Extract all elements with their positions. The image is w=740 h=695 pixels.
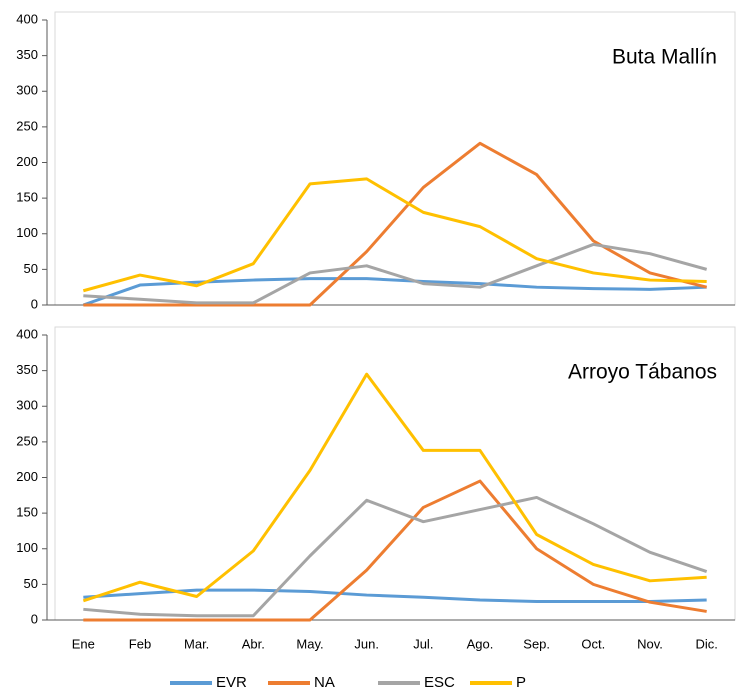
x-tick-label: Feb [129,636,151,651]
series-line [83,242,708,305]
legend-label: P [516,674,526,691]
y-tick-label: 100 [16,225,38,240]
series-line [82,177,707,293]
x-tick-label: Nov. [637,636,663,651]
x-tick-label: Jul. [413,636,433,651]
y-tick-label: 200 [16,154,38,169]
y-tick-label: 350 [16,362,38,377]
x-tick-label: Abr. [242,636,265,651]
y-tick-label: 400 [16,326,38,341]
series-line: P [82,372,707,603]
x-tick-label: Sep. [523,636,550,651]
series-line: EVR [83,588,707,603]
y-tick-label: 0 [31,296,38,311]
y-tick-label: 250 [16,433,38,448]
x-tick-label: May. [296,636,323,651]
x-tick-label: Dic. [695,636,717,651]
y-tick-label: 300 [16,83,38,98]
y-tick-label: 50 [24,261,38,276]
x-tick-label: Jun. [354,636,379,651]
y-tick-label: 50 [24,576,38,591]
chart-title: Arroyo Tábanos [568,361,717,384]
y-tick-label: 150 [16,505,38,520]
legend-label: EVR [216,674,247,691]
y-tick-label: 0 [31,611,38,626]
y-tick-label: 250 [16,118,38,133]
x-tick-label: Oct. [581,636,605,651]
series-line: ESC [83,495,708,618]
y-tick-label: 100 [16,540,38,555]
chart-title: Buta Mallín [612,46,717,69]
y-tick-label: 400 [16,11,38,26]
legend-label: NA [314,674,335,691]
y-tick-label: 350 [16,47,38,62]
x-tick-label: Ene [72,636,95,651]
y-tick-label: 150 [16,190,38,205]
legend-label: ESC [424,674,455,691]
series-line: NA [83,479,707,622]
y-tick-label: 300 [16,398,38,413]
x-tick-label: Mar. [184,636,209,651]
y-tick-label: 200 [16,469,38,484]
x-tick-label: Ago. [467,636,494,651]
